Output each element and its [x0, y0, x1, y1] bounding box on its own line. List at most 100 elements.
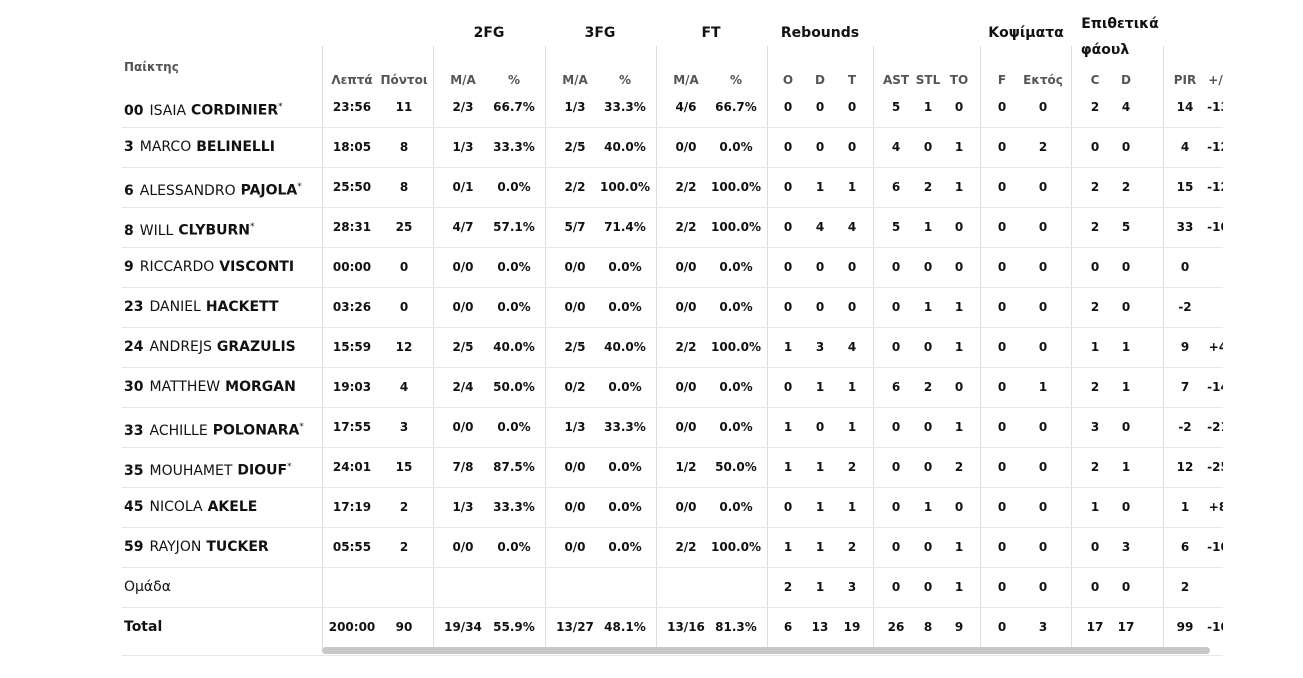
stat-cell: 0 [815, 300, 825, 314]
stat-cell: 4 [891, 140, 901, 154]
stat-cell: 2 [1180, 580, 1190, 594]
stat-cell: 0 [997, 460, 1007, 474]
stat-cell: 0 [783, 500, 793, 514]
stat-cell: 1 [815, 460, 825, 474]
player-first-name: WILL [139, 222, 174, 239]
stat-cell: 0 [891, 420, 901, 434]
stat-cell: 03:26 [332, 300, 372, 314]
stat-cell: 6 [1180, 540, 1190, 554]
stat-cell: 100.0% [600, 180, 650, 194]
player-last-name: HACKETT [205, 299, 279, 315]
stat-cell: 2 [923, 180, 933, 194]
stat-cell: 0 [923, 340, 933, 354]
stat-cell: 0.0% [608, 300, 642, 314]
stat-cell: 1 [1090, 340, 1100, 354]
starter-mark: * [299, 422, 304, 432]
stat-cell: 0 [783, 100, 793, 114]
stat-cell: 0 [1090, 140, 1100, 154]
stat-cell: 0/0 [452, 300, 474, 314]
stat-cell: 0 [1121, 300, 1131, 314]
stat-cell: 0 [1038, 100, 1048, 114]
player-last-name: MORGAN [225, 379, 296, 395]
stat-cell: 0 [954, 260, 964, 274]
stat-cell: 1 [1121, 460, 1131, 474]
stat-cell: 55.9% [493, 620, 535, 634]
stat-cell: 1 [783, 340, 793, 354]
stat-cell: 0 [1038, 300, 1048, 314]
stat-cell: 1 [847, 180, 857, 194]
stat-cell: 0 [997, 140, 1007, 154]
stat-cell: 0.0% [497, 540, 531, 554]
stat-cell: 2 [1090, 380, 1100, 394]
stat-cell: 0 [1038, 180, 1048, 194]
stat-cell: 0.0% [719, 140, 753, 154]
stat-cell: 90 [395, 620, 413, 634]
stat-cell: 2 [923, 380, 933, 394]
starter-mark: * [297, 182, 302, 192]
stat-cell: 100.0% [711, 220, 761, 234]
stat-cell: 0 [847, 300, 857, 314]
stat-cell: 0/1 [452, 180, 474, 194]
stat-cell: 4 [1180, 140, 1190, 154]
stat-cell: 0 [1090, 540, 1100, 554]
stat-cell: 0 [1038, 340, 1048, 354]
player-first-name: MOUHAMET [149, 462, 233, 479]
stat-cell: 1 [954, 300, 964, 314]
row-separator [122, 407, 1223, 408]
stat-cell: 0 [923, 580, 933, 594]
total-label: Total [124, 619, 163, 635]
box-score-table: Παίκτης 2FG 3FG FT Rebounds Κοψίματα Επιθετικ… [122, 16, 1223, 656]
stat-cell: 5 [891, 100, 901, 114]
stat-cell: 4 [815, 220, 825, 234]
stat-cell: 2 [954, 460, 964, 474]
stat-cell: 6 [891, 380, 901, 394]
player-number: 8 [124, 222, 134, 239]
stat-cell: -10 [1207, 540, 1223, 554]
player-number: 35 [124, 462, 144, 479]
stat-cell: 100.0% [711, 180, 761, 194]
stat-cell: 8 [399, 180, 409, 194]
stat-cell: 1 [923, 100, 933, 114]
column-header: C [1090, 73, 1100, 87]
player-last-name: GRAZULIS [216, 339, 296, 355]
stat-cell: 1 [1090, 500, 1100, 514]
stat-cell: 2/5 [564, 340, 586, 354]
player-name: 9 RICCARDO VISCONTI [124, 258, 294, 276]
stat-cell: 0 [1121, 580, 1131, 594]
player-last-name: AKELE [207, 499, 258, 515]
stat-cell: 0/0 [452, 420, 474, 434]
stat-cell: 3 [847, 580, 857, 594]
horizontal-scrollbar[interactable] [322, 647, 1210, 654]
stat-cell: 0 [923, 260, 933, 274]
stat-cell: 2/2 [564, 180, 586, 194]
row-separator [122, 207, 1223, 208]
stat-cell: 0 [997, 540, 1007, 554]
column-header: % [507, 73, 521, 87]
stat-cell: -2 [1178, 420, 1192, 434]
row-separator [122, 487, 1223, 488]
stat-cell: 9 [954, 620, 964, 634]
group-header: Επιθετικά [1081, 16, 1159, 32]
stat-cell: 0 [1121, 260, 1131, 274]
stat-cell: -2 [1178, 300, 1192, 314]
stat-cell: 0 [997, 220, 1007, 234]
row-separator [122, 655, 1223, 656]
stat-cell: 3 [815, 340, 825, 354]
stat-cell: 0 [997, 420, 1007, 434]
stat-cell: 0 [1121, 420, 1131, 434]
player-first-name: MARCO [139, 139, 192, 155]
stat-cell: 23:56 [332, 100, 372, 114]
stat-cell: 0.0% [608, 540, 642, 554]
stat-cell: 3 [399, 420, 409, 434]
stat-cell: 0 [1090, 580, 1100, 594]
stat-cell: 8 [923, 620, 933, 634]
column-header: % [618, 73, 632, 87]
stat-cell: 15 [1176, 180, 1194, 194]
player-last-name: CORDINIER [191, 102, 279, 119]
stat-cell: 0 [815, 420, 825, 434]
column-header: F [997, 73, 1007, 87]
stat-cell: 2/2 [675, 340, 697, 354]
stat-cell: 13/27 [556, 620, 594, 634]
stat-cell: 1 [954, 580, 964, 594]
stat-cell: 1 [1121, 380, 1131, 394]
